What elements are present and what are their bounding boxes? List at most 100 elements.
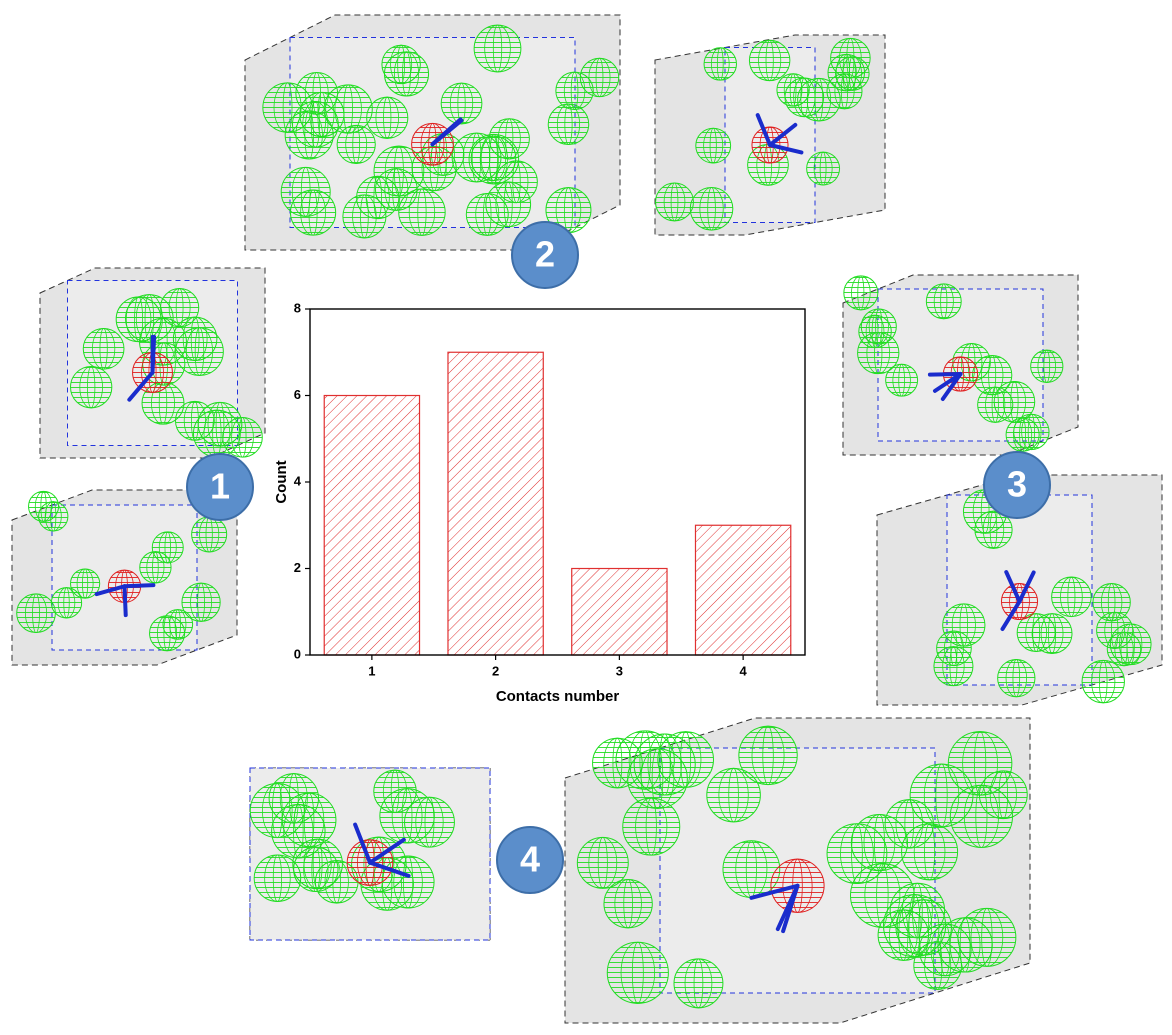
badges: 1 2 3 4 [186,221,1051,894]
sphere-meridian [1027,413,1035,450]
sphere-meridian [623,879,633,929]
molecule-panel [876,474,1163,706]
green-sphere [978,770,1028,820]
y-tick-label: 0 [294,646,301,661]
sphere-meridian [471,132,482,183]
y-tick-label: 2 [294,560,301,575]
green-sphere [843,275,879,311]
green-sphere [1031,613,1073,654]
sphere-meridian [63,587,70,619]
bar [571,567,668,656]
contact-bond [127,370,155,402]
sphere-meridian [819,151,827,186]
green-sphere [579,57,620,98]
green-sphere [70,366,113,409]
sphere-meridian [709,127,717,164]
contact-bond [749,883,800,900]
sphere-meridian [238,417,247,458]
sphere-meridian [483,193,492,236]
green-sphere [191,516,228,553]
contact-bond [781,883,800,934]
sphere-meridian [595,57,604,98]
illustrations [11,14,1163,1024]
sphere-meridian [152,551,159,584]
contact-bond [353,822,372,865]
green-sphere [289,189,337,236]
badge [496,826,564,894]
sphere-meridian [597,836,608,889]
contact-bond [768,122,798,147]
green-sphere [615,730,675,790]
green-sphere [784,77,825,118]
badge [983,451,1051,519]
contact-bond [122,584,128,618]
green-sphere [748,39,791,82]
x-tick-label: 1 [368,663,375,678]
green-sphere [622,797,681,856]
sphere-meridian [197,582,205,622]
x-tick-label: 4 [740,663,748,678]
sphere-meridian [308,189,318,236]
green-sphere [689,187,734,231]
sphere-meridian [564,103,573,145]
sphere-meridian [163,615,171,652]
green-sphere [181,582,221,622]
green-sphere [440,82,483,125]
sphere-meridian [898,909,909,961]
badge [511,221,579,289]
green-sphere [603,879,653,929]
badge-label: 3 [1007,464,1027,505]
sphere-meridian [949,646,958,687]
sphere-meridian [40,490,47,522]
green-sphere [972,355,1013,396]
plot: 0 2 4 6 8 1 2 3 4 Contacts number Count [273,294,820,715]
sphere-meridian [417,188,427,236]
green-sphere [835,56,870,91]
sphere-meridian [904,799,914,849]
sphere-meridian [959,603,969,647]
green-sphere [925,283,962,320]
green-sphere [374,168,418,211]
green-sphere [1013,413,1050,451]
green-sphere [465,192,509,236]
sphere-meridian [360,194,369,239]
sphere-meridian [875,308,883,345]
sphere-meridian [272,854,283,902]
sphere-meridian [175,288,184,328]
y-tick-label: 4 [294,473,302,488]
molecule-panel [11,489,238,666]
green-sphere [404,796,455,848]
green-sphere [473,24,522,73]
sphere-meridian [215,401,225,447]
contact-bond [1004,570,1022,604]
green-sphere [149,615,186,652]
sphere-meridian [282,82,293,133]
sphere-meridian [392,168,401,211]
green-sphere [1081,659,1125,704]
sphere-meridian [762,725,774,785]
sphere-meridian [857,275,865,311]
green-sphere [933,646,974,687]
x-axis-label: Contacts number [496,688,620,705]
badge-label: 4 [520,839,540,880]
contact-bond [768,143,804,155]
bar [447,351,544,656]
green-sphere [82,327,125,370]
x-tick-label: 2 [492,663,499,678]
y-axis-label: Count [273,460,290,503]
molecule-panel [654,34,886,236]
green-sphere [291,101,339,148]
sphere-meridian [716,47,724,81]
sphere-meridian [898,363,905,397]
contact-bond [430,117,463,147]
sphere-meridian [1107,583,1116,622]
sphere-meridian [310,101,320,148]
contact-bond [755,113,772,147]
green-sphere [16,593,56,634]
sphere-meridian [935,763,948,828]
green-sphere [738,725,798,786]
sphere-meridian [402,855,414,909]
sphere-meridian [728,767,739,823]
contact-bond [1000,599,1022,631]
x-tick-label: 3 [616,663,623,678]
